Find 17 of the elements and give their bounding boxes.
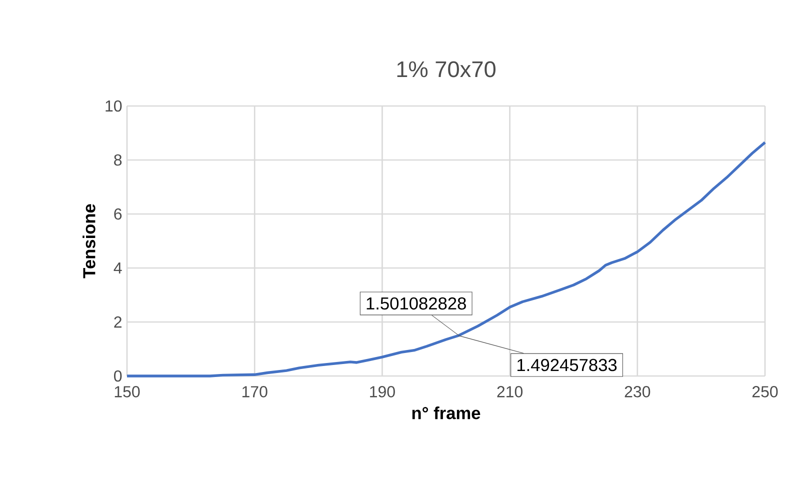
y-tick-label: 6: [114, 208, 122, 220]
y-tick-label: 4: [114, 262, 122, 274]
annotation: 1.501082828: [366, 297, 466, 310]
x-tick-label: 230: [624, 386, 650, 398]
y-tick-label: 0: [114, 370, 122, 382]
annotation: 1.492457833: [517, 358, 617, 372]
y-tick-label: 2: [114, 316, 122, 328]
y-tick-label: 10: [106, 100, 122, 112]
y-axis-title: Tensione: [82, 204, 96, 278]
chart-title: 1% 70x70: [397, 61, 496, 78]
x-tick-label: 190: [370, 386, 395, 398]
x-axis-title: n° frame: [412, 406, 480, 420]
x-tick-label: 150: [114, 386, 140, 398]
y-tick-label: 8: [114, 154, 122, 166]
x-tick-label: 170: [242, 386, 268, 398]
x-tick-label: 250: [752, 386, 778, 398]
x-tick-label: 210: [497, 386, 523, 398]
